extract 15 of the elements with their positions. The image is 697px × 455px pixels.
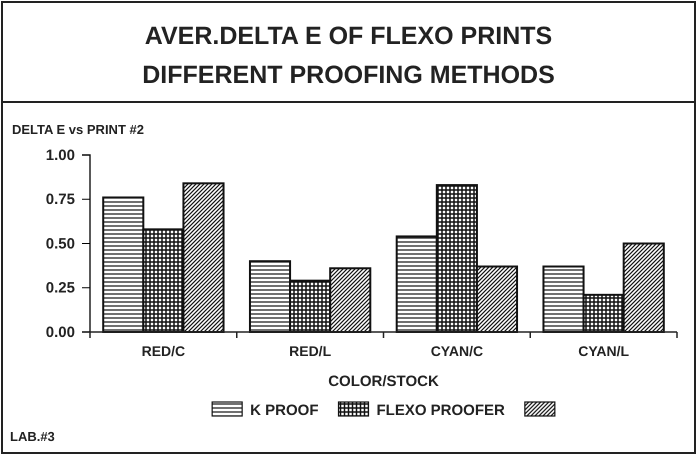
- chart-title: AVER.DELTA E OF FLEXO PRINTS DIFFERENT PROOFING METHODS: [142, 22, 555, 89]
- y-tick-label: 0.25: [46, 280, 75, 297]
- x-tick-label: RED/C: [142, 342, 186, 359]
- y-tick-label: 0.50: [46, 235, 75, 252]
- y-tick-label: 0.00: [46, 324, 75, 341]
- text: LAB.#3: [10, 429, 55, 444]
- legend-label: K PROOF: [250, 402, 318, 419]
- legend-label: FLEXO PROOFER: [376, 402, 506, 419]
- y-tick-label: 1.00: [46, 146, 75, 164]
- y-axis-title: DELTA E vs PRINT #2: [12, 122, 144, 137]
- x-axis-title: COLOR/STOCK: [328, 373, 439, 390]
- x-tick-label: CYAN/L: [578, 342, 630, 359]
- y-tick-label: 0.75: [46, 191, 75, 208]
- x-tick-label: RED/L: [289, 342, 332, 359]
- x-tick-label: CYAN/C: [430, 342, 484, 359]
